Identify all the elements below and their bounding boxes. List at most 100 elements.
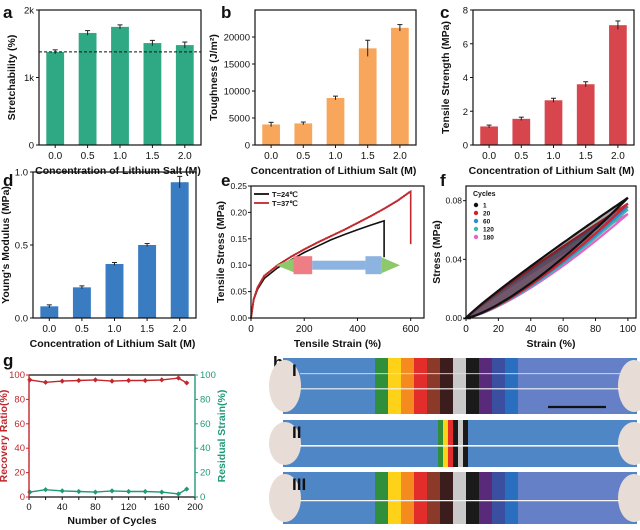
photo-color-stripe bbox=[453, 358, 466, 414]
panel-e-axes-frame bbox=[250, 185, 425, 319]
panel-g-series-marker bbox=[27, 377, 33, 383]
panel-c-ytick-label: 6 bbox=[463, 39, 468, 50]
panel-e-series-marker bbox=[266, 272, 269, 275]
panel-c-xtick-label: 1.5 bbox=[579, 151, 593, 162]
panel-e-ytick-label: 0.20 bbox=[230, 207, 247, 217]
panel-d-xtick-label: 0.0 bbox=[42, 324, 56, 335]
panel-e-series-marker bbox=[366, 216, 369, 219]
panel-g-ytick-label-left: 20 bbox=[14, 468, 25, 479]
photo-color-stripe bbox=[453, 420, 458, 467]
photo-color-stripe bbox=[414, 358, 427, 414]
panel-c-bar bbox=[512, 118, 531, 145]
panel-g-series-marker bbox=[59, 378, 65, 384]
panel-e-series-marker bbox=[359, 220, 362, 223]
panel-e-series-marker bbox=[401, 196, 404, 199]
panel-b-ytick-label: 0 bbox=[245, 141, 250, 152]
panel-a-bar bbox=[143, 43, 162, 146]
panel-c-xtick-label: 0.0 bbox=[482, 151, 496, 162]
panel-g-series-marker bbox=[76, 488, 82, 495]
panel-a-xlabel: Concentration of Lithium Salt (M) bbox=[35, 165, 201, 177]
panel-f-legend-marker bbox=[473, 234, 479, 240]
panel-g-series-marker bbox=[159, 489, 165, 495]
panel-e-series-marker bbox=[363, 218, 366, 221]
panel-e-series-marker bbox=[372, 213, 376, 216]
panel-e-series-marker bbox=[343, 228, 346, 231]
panel-e-legend-label: T=37℃ bbox=[272, 199, 298, 208]
photo-finger-left bbox=[269, 422, 301, 465]
photo-color-stripe bbox=[427, 358, 440, 414]
panel-d-axes-frame bbox=[32, 171, 197, 319]
panel-d-ytick-label: 0.0 bbox=[15, 314, 28, 325]
panel-e-series-marker bbox=[316, 241, 319, 244]
panel-g-series-marker bbox=[159, 377, 165, 383]
panel-e-series-marker bbox=[304, 247, 307, 250]
panel-e-series-marker bbox=[303, 248, 306, 251]
photo-finger-right bbox=[618, 474, 640, 522]
panel-c-ytick-label: 8 bbox=[463, 6, 468, 17]
panel-e-series-marker bbox=[313, 243, 316, 246]
panel-e-series-marker bbox=[328, 235, 331, 239]
panel-c-bar bbox=[544, 100, 563, 145]
panel-letter-e: e bbox=[221, 171, 230, 190]
panel-c-xtick-label: 1.0 bbox=[547, 151, 561, 162]
panel-a-ytick-label: 1k bbox=[24, 73, 34, 84]
panel-e-series-marker bbox=[294, 252, 298, 256]
panel-b-ytick-label: 20000 bbox=[224, 33, 250, 44]
panel-d-bar bbox=[138, 245, 157, 318]
photo-color-stripe bbox=[375, 358, 388, 414]
panel-e-series-marker bbox=[319, 239, 322, 243]
panel-b-bar bbox=[358, 48, 377, 146]
panel-e-series-marker bbox=[288, 256, 291, 259]
panel-e-series-marker bbox=[376, 211, 379, 214]
photo-finger-right bbox=[618, 360, 640, 412]
panel-e-series-marker bbox=[326, 236, 329, 239]
panel-a-ytick-label: 0 bbox=[29, 141, 34, 152]
photo-color-stripe bbox=[505, 358, 518, 414]
panel-c-axes-frame bbox=[472, 9, 635, 146]
panel-g-xlabel: Number of Cycles bbox=[67, 515, 156, 527]
panel-f-ytick-label: 0.00 bbox=[445, 313, 462, 323]
panel-g-series-marker bbox=[76, 377, 82, 384]
panel-g-series-marker bbox=[184, 486, 190, 492]
panel-c-ytick-label: 0 bbox=[463, 141, 468, 152]
photo-color-stripe bbox=[440, 472, 453, 524]
panel-f-legend-label: 120 bbox=[483, 227, 494, 234]
panel-e-series-marker bbox=[392, 201, 396, 204]
photo-color-stripe bbox=[453, 472, 466, 524]
panel-e-series-marker bbox=[349, 225, 352, 228]
photo-color-stripe bbox=[401, 472, 414, 524]
panel-e-series-marker bbox=[289, 255, 293, 258]
panel-f-ytick-label: 0.08 bbox=[445, 196, 462, 206]
panel-e-series-marker bbox=[314, 242, 317, 245]
panel-e-ylabel: Tensile Stress (MPa) bbox=[215, 201, 227, 303]
panel-g-series-marker bbox=[27, 489, 33, 495]
panel-letter-c: c bbox=[440, 3, 449, 22]
panel-g-xtick-label: 160 bbox=[154, 502, 170, 513]
panel-f-axes-frame bbox=[465, 185, 637, 319]
panel-e-specimen-gauge bbox=[312, 260, 366, 270]
panel-d-xtick-label: 1.0 bbox=[108, 324, 122, 335]
panel-e-series-marker bbox=[371, 214, 374, 217]
panel-e-series-marker bbox=[346, 227, 349, 230]
photo-color-stripe bbox=[492, 358, 505, 414]
panel-e-right-arrow-icon bbox=[381, 257, 401, 274]
panel-f-ytick-label: 0.04 bbox=[445, 254, 462, 264]
panel-e-ytick-label: 0.10 bbox=[230, 260, 247, 270]
panel-e-series-marker bbox=[323, 238, 326, 241]
panel-g-ytick-label-right: 0 bbox=[200, 492, 205, 503]
panel-g-series-marker bbox=[142, 488, 148, 495]
panel-letter-f: f bbox=[440, 171, 446, 190]
panel-e-series-marker bbox=[296, 251, 299, 255]
panel-e-series-marker bbox=[379, 209, 382, 212]
panel-b-xtick-label: 1.5 bbox=[361, 151, 375, 162]
panel-d-bar bbox=[170, 182, 189, 318]
panel-c-bar bbox=[480, 126, 498, 145]
panel-e-series-marker bbox=[269, 269, 273, 272]
panel-e-series-marker bbox=[391, 202, 394, 205]
panel-a-ytick-label: 2k bbox=[24, 6, 34, 17]
panel-a-xtick-label: 0.0 bbox=[48, 151, 62, 162]
panel-e-series-marker bbox=[381, 208, 384, 211]
panel-e-series-marker bbox=[404, 193, 407, 196]
